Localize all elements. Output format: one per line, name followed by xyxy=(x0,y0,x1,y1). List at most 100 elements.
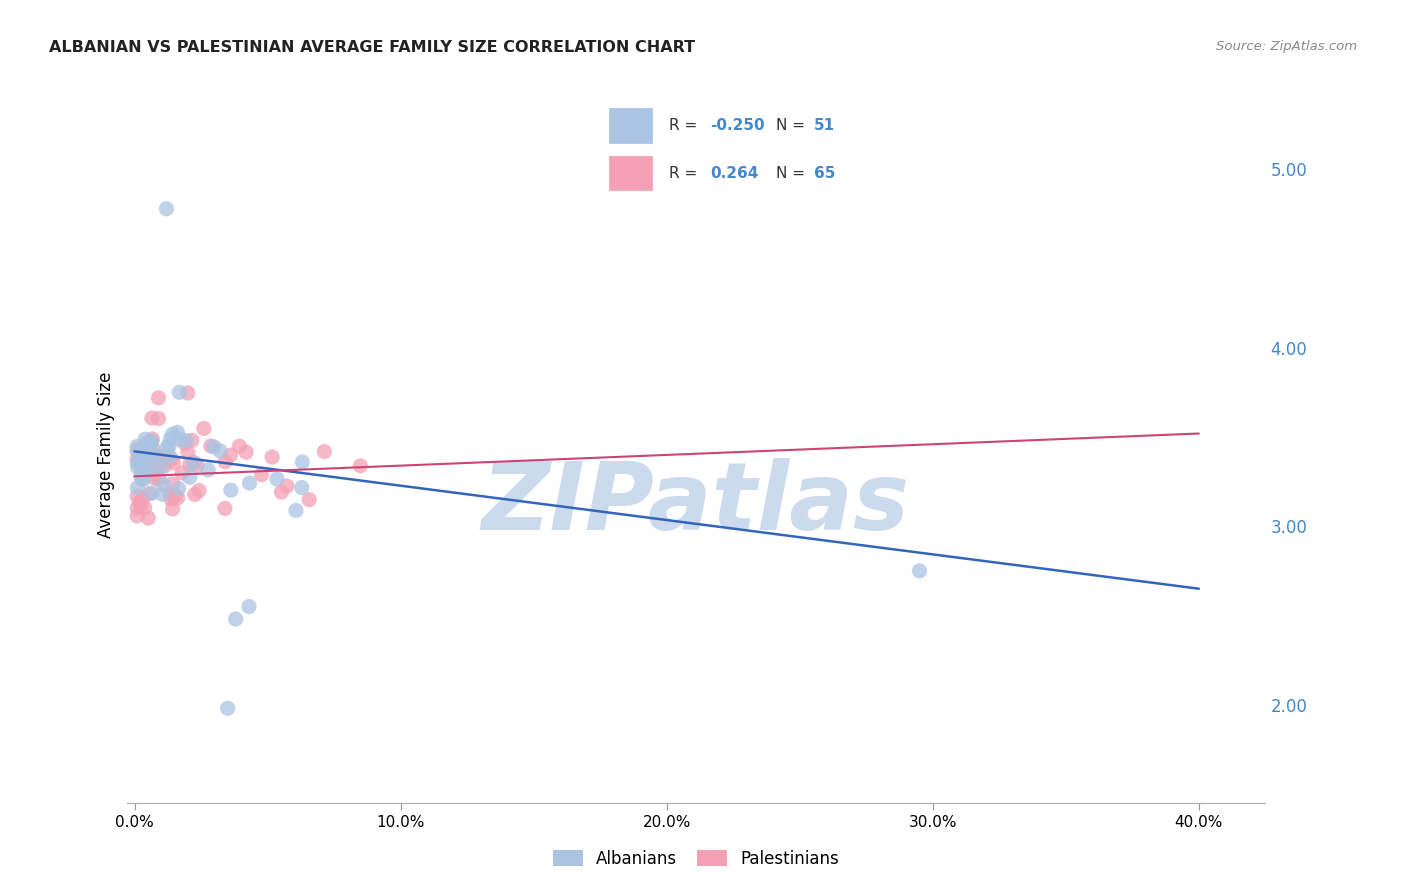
Point xyxy=(238,476,260,491)
Point xyxy=(134,445,156,459)
Point xyxy=(183,457,205,471)
Text: N =: N = xyxy=(776,119,810,133)
Point xyxy=(160,452,183,467)
Point xyxy=(156,440,179,454)
Point xyxy=(150,487,173,501)
Point xyxy=(153,459,176,474)
Point xyxy=(228,439,250,453)
Text: R =: R = xyxy=(669,119,702,133)
Text: -0.250: -0.250 xyxy=(710,119,765,133)
Point xyxy=(183,455,205,469)
Point xyxy=(250,467,273,482)
Point xyxy=(141,434,163,449)
FancyBboxPatch shape xyxy=(609,108,652,144)
Point xyxy=(132,491,155,505)
Text: Source: ZipAtlas.com: Source: ZipAtlas.com xyxy=(1216,40,1357,54)
Point xyxy=(135,437,157,451)
Point xyxy=(276,479,298,493)
Point xyxy=(141,411,163,425)
Point xyxy=(197,463,219,477)
Point xyxy=(291,455,314,469)
Point xyxy=(159,487,181,501)
Point xyxy=(127,489,149,503)
Point xyxy=(127,439,149,453)
Point xyxy=(129,498,152,512)
Point xyxy=(143,471,166,485)
Text: 51: 51 xyxy=(814,119,835,133)
Point xyxy=(169,385,191,400)
Point xyxy=(127,481,149,495)
Point xyxy=(266,472,288,486)
Point xyxy=(134,457,156,471)
Point xyxy=(162,456,184,470)
Point xyxy=(157,439,180,453)
Point xyxy=(225,612,247,626)
Point xyxy=(349,458,371,473)
Point xyxy=(138,486,160,500)
Point xyxy=(132,472,155,486)
Point xyxy=(155,202,177,216)
Legend: Albanians, Palestinians: Albanians, Palestinians xyxy=(546,843,846,874)
Point xyxy=(219,483,242,498)
Point xyxy=(270,485,292,500)
Text: N =: N = xyxy=(776,166,810,180)
Point xyxy=(141,486,163,500)
Point xyxy=(209,443,232,458)
Point xyxy=(214,501,236,516)
Point xyxy=(172,466,194,480)
Point xyxy=(177,446,200,460)
Point xyxy=(219,448,242,462)
Point xyxy=(908,564,931,578)
Point xyxy=(152,450,174,464)
Point xyxy=(193,421,215,435)
Point xyxy=(166,425,188,440)
Point xyxy=(141,449,163,463)
Point xyxy=(127,456,149,470)
Point xyxy=(134,432,156,446)
Point xyxy=(173,436,195,450)
Point xyxy=(127,460,149,475)
Point xyxy=(141,432,163,446)
Point xyxy=(136,441,159,455)
Point xyxy=(214,455,236,469)
Point xyxy=(148,391,170,405)
Point xyxy=(145,455,167,469)
Point xyxy=(235,445,257,459)
Point xyxy=(145,448,167,462)
Point xyxy=(131,464,153,478)
Point xyxy=(181,434,204,448)
Point xyxy=(136,457,159,471)
Point xyxy=(150,458,173,473)
Point xyxy=(127,444,149,458)
Point xyxy=(127,452,149,467)
Point xyxy=(129,469,152,483)
Point xyxy=(238,599,260,614)
Point xyxy=(127,442,149,457)
Point xyxy=(138,455,160,469)
Point xyxy=(139,435,162,450)
Point xyxy=(160,492,183,507)
Point xyxy=(134,500,156,515)
Text: R =: R = xyxy=(669,166,702,180)
Point xyxy=(139,462,162,476)
Point xyxy=(139,434,162,449)
Point xyxy=(184,487,207,501)
Point xyxy=(131,458,153,473)
Point xyxy=(149,453,172,467)
Point xyxy=(166,491,188,505)
Point xyxy=(138,465,160,479)
Point xyxy=(142,442,165,457)
Point xyxy=(169,433,191,447)
Point xyxy=(179,458,201,472)
Point xyxy=(134,449,156,463)
Point xyxy=(179,470,201,484)
Point xyxy=(128,496,150,510)
Point xyxy=(148,472,170,486)
Point xyxy=(314,444,336,458)
Point xyxy=(188,483,211,498)
Point xyxy=(159,450,181,464)
Point xyxy=(145,463,167,477)
Point xyxy=(291,481,314,495)
Point xyxy=(127,508,149,523)
Y-axis label: Average Family Size: Average Family Size xyxy=(97,372,115,538)
